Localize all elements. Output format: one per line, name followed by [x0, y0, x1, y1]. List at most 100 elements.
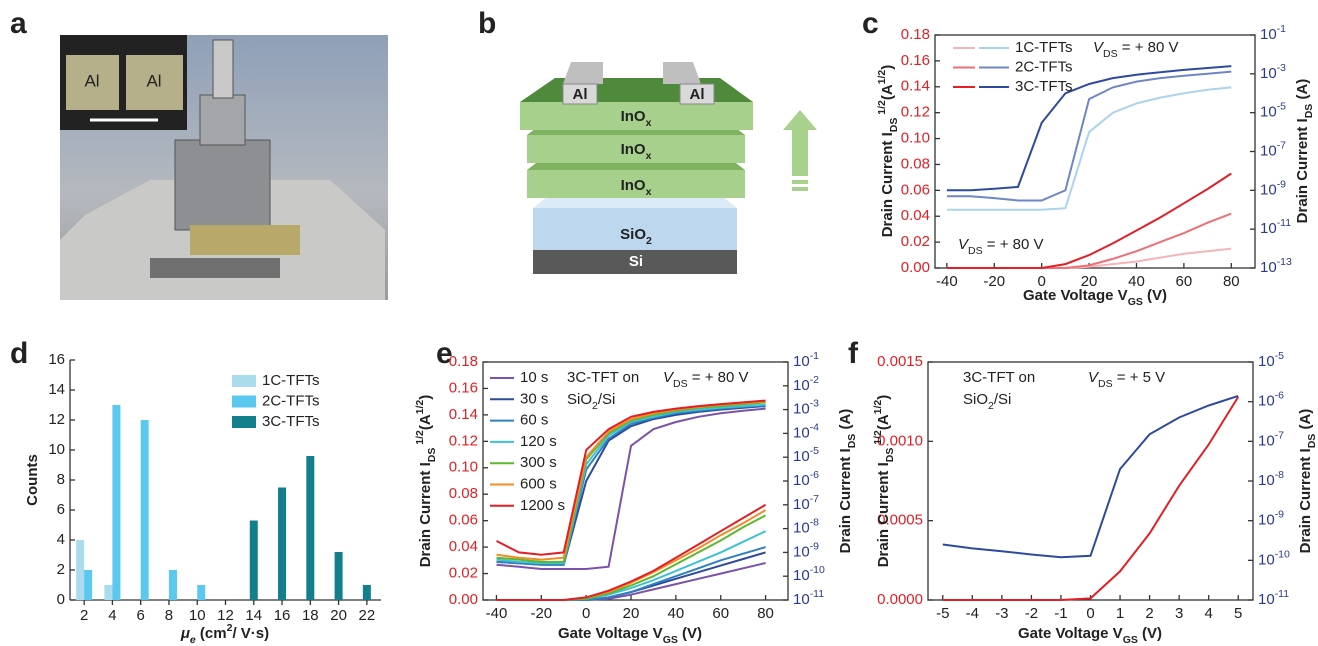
y-tick-label: 12	[48, 411, 65, 428]
x-tick-label: 80	[757, 605, 774, 622]
y-axis-title: Drain Current IDS 1/2(A1/2)	[872, 395, 896, 568]
tick-base: 10	[793, 496, 810, 513]
text-part: 1/2	[872, 400, 884, 415]
data-line	[946, 86, 1232, 211]
y-tick-label: 0.0015	[877, 353, 923, 370]
text-part: GS	[663, 634, 678, 646]
text-part: )	[875, 395, 892, 400]
legend-label: 3C-TFTs	[1015, 78, 1073, 95]
text-part: (V)	[678, 625, 702, 642]
x-tick-label: 60	[712, 605, 729, 622]
arrow	[792, 180, 808, 184]
text-part: InO	[621, 108, 646, 125]
electrode-label: Al	[573, 86, 588, 103]
text-part: GS	[1123, 634, 1138, 646]
annotation: VDS = + 80 V	[663, 369, 749, 390]
text-part: Drain Current I	[1294, 118, 1311, 223]
x-tick-label: -1	[1054, 605, 1067, 622]
tick-exponent: -10	[1275, 548, 1290, 560]
text-part: 2	[646, 235, 652, 247]
y-tick-label: 0.16	[449, 379, 478, 396]
tick-exponent: -2	[810, 374, 819, 386]
text-part: DS	[1306, 434, 1318, 449]
y2-tick-label: 10-7	[1260, 139, 1286, 159]
text-part: (A)	[837, 409, 854, 434]
tick-exponent: -7	[1275, 429, 1284, 441]
x-tick-label: -20	[983, 273, 1005, 290]
x-axis-title: μe (cm2/ V·s)	[180, 622, 269, 646]
y-axis-title: Counts	[24, 454, 41, 506]
y-tick-label: 0.08	[901, 155, 930, 172]
y2-tick-label: 10-8	[1258, 469, 1284, 489]
tick-base: 10	[793, 424, 810, 441]
x-tick-label: -2	[1025, 605, 1038, 622]
bar	[168, 570, 177, 600]
layer-stack: Al Al InOx InOx InOx SiO2 Si	[520, 62, 817, 274]
annotation: SiO2/Si	[567, 391, 615, 412]
legend-label: 1C-TFTs	[262, 372, 320, 389]
text-part: 3C-TFT on	[963, 369, 1035, 386]
text-part: /Si	[598, 391, 616, 408]
y2-tick-label: 10-6	[793, 469, 819, 489]
x-tick-label: -5	[936, 605, 949, 622]
plot-frame	[934, 34, 1256, 269]
text-part: = + 80 V	[983, 236, 1044, 253]
y-axis-title: Drain Current IDS 1/2(A1/2)	[414, 395, 438, 568]
y2-tick-label: 10-1	[1260, 23, 1286, 43]
bar	[334, 552, 343, 600]
y2-tick-label: 10-5	[1258, 350, 1284, 370]
holder	[174, 139, 271, 231]
tick-base: 10	[793, 377, 810, 394]
y2-tick-label: 10-8	[793, 516, 819, 536]
annotation: SiO2/Si	[963, 391, 1011, 412]
text-part: Drain Current I	[837, 448, 854, 553]
tick-base: 10	[1260, 259, 1277, 276]
y2-axis-title: Drain Current IDS (A)	[1297, 409, 1318, 554]
text-part: (V)	[1143, 287, 1167, 304]
text-part: 1/2	[876, 70, 888, 85]
y-tick-label: 0.10	[901, 130, 930, 147]
panel-letter: d	[10, 337, 28, 370]
text-part: 1/2	[876, 100, 888, 118]
text-part: Drain Current I	[875, 462, 892, 567]
y2-tick-label: 10-5	[793, 445, 819, 465]
y-tick-label: 0.00	[901, 259, 930, 276]
text-part: 1/2	[414, 430, 426, 448]
text-part: 2	[988, 400, 994, 412]
text-part: = + 80 V	[1118, 39, 1179, 56]
tick-exponent: -6	[1275, 389, 1284, 401]
x-tick-label: 60	[1176, 273, 1193, 290]
legend-label: 60 s	[520, 412, 548, 429]
text-part: (V)	[1138, 625, 1162, 642]
tick-exponent: -11	[1277, 217, 1292, 229]
layer-label: Si	[629, 253, 643, 270]
electrode	[663, 62, 701, 84]
bar	[84, 570, 93, 600]
text-part: x	[646, 150, 652, 162]
layer	[520, 102, 753, 130]
text-part: 1/2	[872, 430, 884, 448]
legend-swatch	[232, 375, 256, 387]
text-part: DS	[426, 448, 438, 463]
pad	[66, 55, 119, 110]
layer	[527, 135, 745, 163]
x-tick-label: 4	[1205, 605, 1213, 622]
tick-base: 10	[1258, 393, 1275, 410]
data-line	[942, 396, 1240, 601]
tick-exponent: -5	[1277, 100, 1286, 112]
tick-exponent: -8	[1275, 469, 1284, 481]
y2-tick-label: 10-10	[793, 564, 825, 584]
y-tick-label: 8	[57, 471, 65, 488]
y2-tick-label: 10-9	[1258, 508, 1284, 528]
y2-axis-title: Drain Current IDS (A)	[1294, 79, 1315, 224]
bar	[104, 585, 113, 600]
x-tick-label: 40	[1128, 273, 1145, 290]
y-tick-label: 0.16	[901, 52, 930, 69]
y-tick-label: 0.04	[901, 207, 930, 224]
text-part: / V·s)	[232, 625, 269, 642]
tick-base: 10	[793, 543, 810, 560]
data-line	[946, 70, 1232, 202]
y-tick-label: 0.18	[901, 26, 930, 43]
text-part: 3C-TFT on	[567, 369, 639, 386]
x-tick-label: 16	[274, 607, 291, 624]
